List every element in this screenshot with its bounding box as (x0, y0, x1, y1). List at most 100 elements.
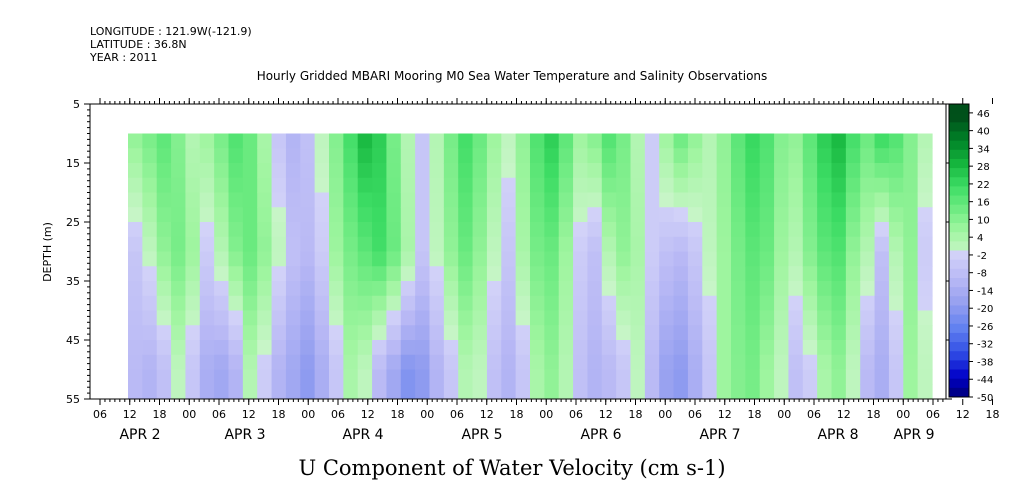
heatmap-cell (285, 222, 301, 238)
heatmap-cell (702, 295, 718, 312)
heatmap-cell (343, 251, 359, 267)
heatmap-cell (673, 295, 689, 312)
heatmap-cell (156, 354, 172, 371)
heatmap-cell (802, 251, 818, 267)
heatmap-cell (831, 222, 847, 238)
heatmap-cell (400, 325, 416, 341)
heatmap-cell (687, 207, 703, 223)
heatmap-cell (128, 148, 143, 164)
heatmap-cell (888, 207, 904, 223)
heatmap-cell (817, 207, 833, 223)
heatmap-cell (257, 266, 273, 282)
x-tick-label: 18 (867, 408, 881, 421)
heatmap-cell (673, 163, 689, 179)
heatmap-cell (515, 177, 531, 194)
heatmap-cell (573, 310, 589, 326)
heatmap-cell (228, 340, 244, 356)
heatmap-cell (644, 163, 660, 179)
heatmap-cell (171, 281, 187, 297)
heatmap-cell (544, 281, 560, 297)
heatmap-cell (644, 295, 660, 312)
heatmap-cell (888, 163, 904, 179)
heatmap-cell (573, 281, 589, 297)
heatmap-cell (601, 222, 617, 238)
heatmap-cell (357, 369, 373, 385)
heatmap-cell (544, 163, 560, 179)
heatmap-cell (544, 148, 560, 164)
heatmap-cell (458, 310, 474, 326)
heatmap-cell (386, 295, 402, 312)
heatmap-cell (659, 251, 675, 267)
heatmap-cell (903, 236, 919, 253)
heatmap-cell (486, 236, 502, 253)
heatmap-cell (357, 163, 373, 179)
heatmap-cell (285, 354, 301, 371)
heatmap-cell (845, 295, 861, 312)
heatmap-cell (601, 207, 617, 223)
heatmap-cell (271, 133, 287, 149)
heatmap-cell (874, 266, 890, 282)
heatmap-cell (716, 266, 732, 282)
heatmap-cell (601, 148, 617, 164)
heatmap-cell (314, 192, 330, 208)
heatmap-cell (257, 369, 273, 385)
heatmap-cell (372, 163, 388, 179)
heatmap-cell (329, 325, 344, 341)
heatmap-cell (644, 281, 660, 297)
heatmap-cell (357, 281, 373, 297)
colorbar-frame (948, 103, 970, 398)
heatmap-cell (228, 177, 244, 194)
heatmap-cell (400, 236, 416, 253)
heatmap-cell (860, 369, 876, 385)
heatmap-cell (601, 295, 617, 312)
heatmap-cell (731, 295, 746, 312)
heatmap-cell (400, 222, 416, 238)
heatmap-cell (759, 295, 775, 312)
heatmap-cell (429, 133, 445, 149)
x-tick-label: 06 (688, 408, 702, 421)
heatmap-cell (630, 281, 646, 297)
heatmap-cell (530, 281, 545, 297)
heatmap-cell (917, 369, 933, 385)
heatmap-cell (903, 369, 919, 385)
colorbar-tick-label: -20 (977, 304, 993, 315)
heatmap-cell (415, 222, 431, 238)
heatmap-cell (285, 369, 301, 385)
heatmap-cell (214, 251, 230, 267)
heatmap-cell (601, 325, 617, 341)
heatmap-cell (357, 192, 373, 208)
heatmap-cell (142, 340, 158, 356)
heatmap-cell (630, 163, 646, 179)
heatmap-cell (171, 163, 187, 179)
heatmap-cell (874, 295, 890, 312)
heatmap-cell (372, 281, 388, 297)
heatmap-cell (142, 177, 158, 194)
heatmap-cell (860, 222, 876, 238)
heatmap-cell (702, 251, 718, 267)
heatmap-cell (314, 340, 330, 356)
heatmap-cell (644, 177, 660, 194)
heatmap-cell (774, 340, 790, 356)
heatmap-cell (400, 354, 416, 371)
heatmap-cell (903, 354, 919, 371)
heatmap-cell (644, 222, 660, 238)
heatmap-cell (616, 133, 632, 149)
heatmap-cell (630, 251, 646, 267)
year-label: YEAR : 2011 (89, 51, 158, 64)
heatmap-cell (788, 148, 804, 164)
heatmap-cell (702, 310, 718, 326)
heatmap-cell (888, 369, 904, 385)
heatmap-cell (300, 163, 316, 179)
heatmap-cell (687, 236, 703, 253)
y-axis: 5 15 25 35 45 55 (66, 98, 952, 406)
heatmap-cell (515, 163, 531, 179)
heatmap-cell (817, 222, 833, 238)
heatmap-cell (257, 222, 273, 238)
heatmap-cell (300, 295, 316, 312)
heatmap-cell (774, 207, 790, 223)
heatmap-cell (300, 325, 316, 341)
heatmap-cell (659, 325, 675, 341)
heatmap-cell (429, 163, 445, 179)
colorbar-swatch (949, 168, 969, 178)
